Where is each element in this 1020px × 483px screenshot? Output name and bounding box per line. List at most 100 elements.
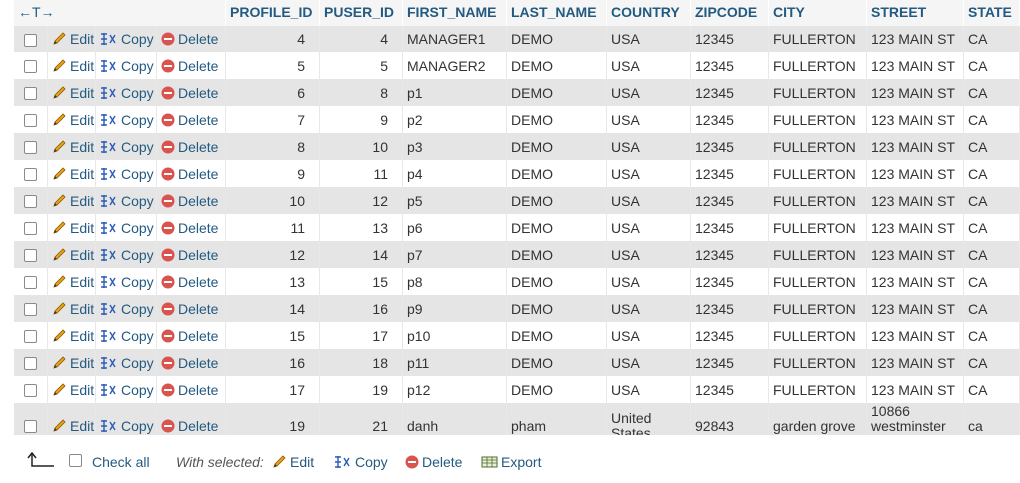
cell-city[interactable]: FULLERTON	[769, 376, 867, 403]
cell-profile-id[interactable]: 6	[226, 79, 320, 106]
cell-city[interactable]: FULLERTON	[769, 295, 867, 322]
column-header-country[interactable]: COUNTRY	[607, 0, 691, 26]
cell-zipcode[interactable]: 12345	[691, 349, 769, 376]
cell-puser-id[interactable]: 10	[320, 133, 403, 160]
cell-street[interactable]: 123 MAIN ST	[867, 187, 964, 214]
cell-state[interactable]: CA	[964, 160, 1020, 187]
cell-country[interactable]: USA	[607, 349, 691, 376]
cell-country[interactable]: USA	[607, 295, 691, 322]
row-edit-button[interactable]: Edit	[52, 382, 94, 398]
cell-last-name[interactable]: pham	[507, 403, 607, 435]
cell-puser-id[interactable]: 12	[320, 187, 403, 214]
row-edit-button[interactable]: Edit	[52, 166, 94, 182]
cell-zipcode[interactable]: 12345	[691, 187, 769, 214]
bulk-edit-button[interactable]: Edit	[272, 454, 314, 470]
cell-zipcode[interactable]: 12345	[691, 268, 769, 295]
cell-state[interactable]: CA	[964, 214, 1020, 241]
column-header-state[interactable]: STATE	[964, 0, 1020, 26]
column-arrows-toggle[interactable]: ←T→	[14, 0, 226, 26]
cell-country[interactable]: USA	[607, 241, 691, 268]
cell-zipcode[interactable]: 12345	[691, 52, 769, 79]
cell-puser-id[interactable]: 19	[320, 376, 403, 403]
cell-street[interactable]: 123 MAIN ST	[867, 376, 964, 403]
cell-state[interactable]: CA	[964, 322, 1020, 349]
cell-profile-id[interactable]: 5	[226, 52, 320, 79]
cell-puser-id[interactable]: 18	[320, 349, 403, 376]
cell-country[interactable]: USA	[607, 133, 691, 160]
cell-puser-id[interactable]: 14	[320, 241, 403, 268]
cell-last-name[interactable]: DEMO	[507, 268, 607, 295]
cell-profile-id[interactable]: 14	[226, 295, 320, 322]
cell-street[interactable]: 123 MAIN ST	[867, 295, 964, 322]
cell-street[interactable]: 123 MAIN ST	[867, 214, 964, 241]
row-delete-button[interactable]: Delete	[161, 220, 218, 236]
cell-zipcode[interactable]: 12345	[691, 26, 769, 52]
cell-street[interactable]: 10866 westminster sp 25	[867, 403, 964, 435]
cell-city[interactable]: FULLERTON	[769, 187, 867, 214]
check-all-link[interactable]: Check all	[92, 454, 150, 470]
bulk-delete-button[interactable]: Delete	[405, 454, 462, 470]
cell-country[interactable]: USA	[607, 376, 691, 403]
cell-last-name[interactable]: DEMO	[507, 26, 607, 52]
row-checkbox[interactable]	[24, 60, 37, 74]
cell-last-name[interactable]: DEMO	[507, 187, 607, 214]
cell-city[interactable]: garden grove	[769, 403, 867, 435]
row-checkbox[interactable]	[24, 420, 37, 434]
cell-puser-id[interactable]: 13	[320, 214, 403, 241]
cell-country[interactable]: United States	[607, 403, 691, 435]
column-header-first-name[interactable]: FIRST_NAME	[403, 0, 507, 26]
cell-state[interactable]: ca	[964, 403, 1020, 435]
row-delete-button[interactable]: Delete	[161, 382, 218, 398]
cell-zipcode[interactable]: 12345	[691, 322, 769, 349]
row-copy-button[interactable]: Copy	[100, 193, 154, 209]
cell-country[interactable]: USA	[607, 106, 691, 133]
cell-last-name[interactable]: DEMO	[507, 52, 607, 79]
cell-profile-id[interactable]: 16	[226, 349, 320, 376]
cell-first-name[interactable]: p4	[403, 160, 507, 187]
row-checkbox[interactable]	[24, 357, 37, 371]
row-delete-button[interactable]: Delete	[161, 274, 218, 290]
cell-profile-id[interactable]: 11	[226, 214, 320, 241]
row-delete-button[interactable]: Delete	[161, 247, 218, 263]
cell-profile-id[interactable]: 17	[226, 376, 320, 403]
cell-state[interactable]: CA	[964, 349, 1020, 376]
cell-first-name[interactable]: p6	[403, 214, 507, 241]
cell-last-name[interactable]: DEMO	[507, 376, 607, 403]
row-edit-button[interactable]: Edit	[52, 58, 94, 74]
cell-puser-id[interactable]: 15	[320, 268, 403, 295]
cell-state[interactable]: CA	[964, 52, 1020, 79]
cell-state[interactable]: CA	[964, 26, 1020, 52]
row-delete-button[interactable]: Delete	[161, 418, 218, 434]
cell-last-name[interactable]: DEMO	[507, 106, 607, 133]
cell-last-name[interactable]: DEMO	[507, 133, 607, 160]
row-edit-button[interactable]: Edit	[52, 301, 94, 317]
row-edit-button[interactable]: Edit	[52, 355, 94, 371]
cell-street[interactable]: 123 MAIN ST	[867, 133, 964, 160]
cell-city[interactable]: FULLERTON	[769, 106, 867, 133]
cell-street[interactable]: 123 MAIN ST	[867, 268, 964, 295]
row-checkbox[interactable]	[24, 195, 37, 209]
row-delete-button[interactable]: Delete	[161, 139, 218, 155]
cell-puser-id[interactable]: 4	[320, 26, 403, 52]
cell-country[interactable]: USA	[607, 187, 691, 214]
row-checkbox[interactable]	[24, 276, 37, 290]
cell-state[interactable]: CA	[964, 241, 1020, 268]
row-checkbox[interactable]	[24, 303, 37, 317]
cell-state[interactable]: CA	[964, 268, 1020, 295]
cell-state[interactable]: CA	[964, 133, 1020, 160]
row-delete-button[interactable]: Delete	[161, 58, 218, 74]
cell-last-name[interactable]: DEMO	[507, 214, 607, 241]
cell-last-name[interactable]: DEMO	[507, 241, 607, 268]
row-delete-button[interactable]: Delete	[161, 31, 218, 47]
cell-zipcode[interactable]: 12345	[691, 214, 769, 241]
column-header-profile-id[interactable]: PROFILE_ID	[226, 0, 320, 26]
cell-profile-id[interactable]: 12	[226, 241, 320, 268]
cell-city[interactable]: FULLERTON	[769, 52, 867, 79]
check-all-checkbox[interactable]	[69, 454, 82, 467]
cell-street[interactable]: 123 MAIN ST	[867, 322, 964, 349]
row-edit-button[interactable]: Edit	[52, 193, 94, 209]
cell-zipcode[interactable]: 12345	[691, 160, 769, 187]
row-edit-button[interactable]: Edit	[52, 31, 94, 47]
cell-city[interactable]: FULLERTON	[769, 268, 867, 295]
row-checkbox[interactable]	[24, 249, 37, 263]
